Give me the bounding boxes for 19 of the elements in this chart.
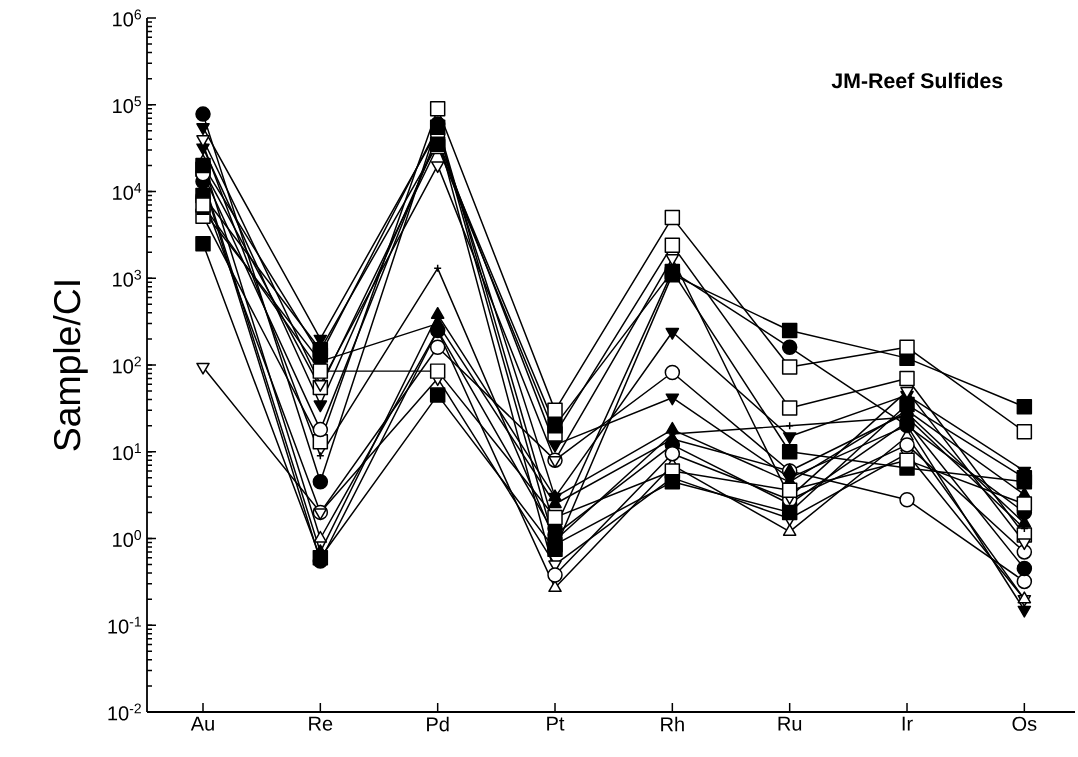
y-tick-label: 10$^{-1}$ [108, 616, 141, 634]
x-tick-label: Os [1012, 716, 1037, 731]
x-tick-label: Re [309, 716, 333, 731]
y-axis-title: Sample/CI [52, 281, 88, 451]
y-tick-label: 10$^{1}$ [113, 443, 141, 461]
x-tick-label: Au [190, 716, 214, 731]
y-tick-label: 10$^{4}$ [113, 183, 142, 200]
x-tick-label: Pt [547, 716, 565, 731]
x-tick-label: Pd [427, 716, 449, 732]
y-tick-label: 10$^{0}$ [113, 530, 142, 547]
y-tick-label: 10$^{5}$ [113, 96, 142, 114]
y-tick-label: 10$^{-2}$ [108, 703, 141, 721]
x-tick-label: Rh [661, 716, 684, 732]
y-tick-label: 10$^{6}$ [113, 9, 142, 27]
y-tick-label: 10$^{3}$ [113, 269, 142, 287]
text: JM-Reef Sulfides [831, 72, 1003, 89]
x-tick-label: Ir [902, 716, 913, 731]
y-tick-label: 10$^{2}$ [113, 356, 141, 374]
x-tick-label: Ru [778, 716, 802, 731]
